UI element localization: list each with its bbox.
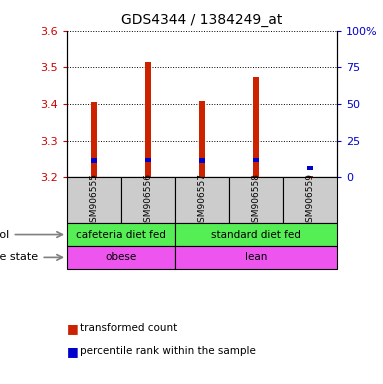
Text: standard diet fed: standard diet fed [211,230,301,240]
Bar [91,159,97,163]
Bar [307,175,313,177]
Text: lean: lean [245,252,267,262]
Bar [145,62,151,177]
Bar [283,177,337,223]
Text: GSM906555: GSM906555 [90,173,98,228]
Bar [175,246,337,269]
Bar [91,102,97,177]
Bar [229,177,283,223]
Bar [67,246,175,269]
Bar [199,159,205,163]
Text: GSM906559: GSM906559 [306,173,314,228]
Bar [175,223,337,246]
Bar [67,177,121,223]
Text: ■: ■ [67,345,79,358]
Text: GSM906558: GSM906558 [252,173,260,228]
Text: GSM906556: GSM906556 [144,173,152,228]
Text: protocol: protocol [0,230,62,240]
Bar [67,223,175,246]
Bar [199,101,205,177]
Text: ■: ■ [67,322,79,335]
Bar [175,177,229,223]
Bar [253,158,259,162]
Text: GSM906557: GSM906557 [198,173,206,228]
Text: transformed count: transformed count [80,323,178,333]
Text: percentile rank within the sample: percentile rank within the sample [80,346,256,356]
Text: disease state: disease state [0,252,62,262]
Text: obese: obese [105,252,137,262]
Title: GDS4344 / 1384249_at: GDS4344 / 1384249_at [121,13,283,27]
Bar [145,158,151,162]
Text: cafeteria diet fed: cafeteria diet fed [76,230,166,240]
Bar [307,166,313,170]
Bar [253,77,259,177]
Bar [121,177,175,223]
